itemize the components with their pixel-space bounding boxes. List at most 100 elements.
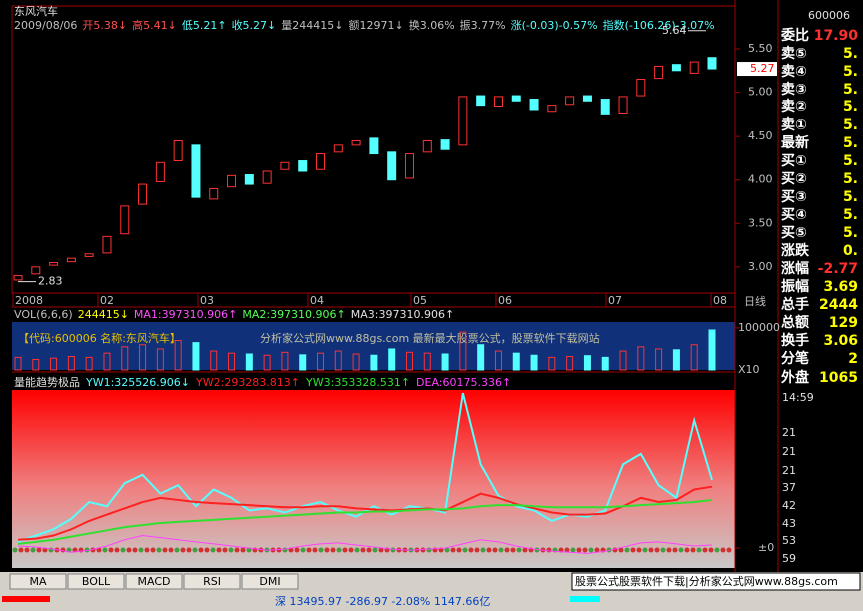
dot-strip (144, 547, 150, 553)
dot-strip (258, 547, 264, 553)
stock-name: 东风汽车 (14, 4, 58, 18)
low-label: 2.83 (38, 275, 63, 288)
tab-label[interactable]: MA (29, 575, 46, 588)
dot-strip (630, 547, 636, 553)
candle (458, 96, 468, 146)
candle (404, 153, 414, 179)
dot-strip (474, 547, 480, 553)
dot-strip (24, 547, 30, 553)
indicator-header: 量能趋势极品 YW1:325526.906↓ YW2:293283.813↑ YW3:… (14, 375, 511, 389)
volume-unit: X10 (738, 363, 760, 376)
indicator-title: 量能趋势极品 (14, 375, 80, 389)
side-label: 卖③ (781, 81, 807, 98)
last-price-box (737, 62, 777, 77)
dot-strip (204, 547, 210, 553)
quote-line: 2009/08/06 开5.38↓ 高5.41↓ 低5.21↑ 收5.27↓ 量24441… (14, 18, 715, 32)
y-tick-label: ±0 (758, 541, 774, 554)
candle (155, 161, 165, 182)
side-value: 2 (848, 351, 858, 367)
dot-strip (210, 547, 216, 553)
quote-item: 振3.77% (460, 18, 506, 32)
volume-bar (530, 354, 538, 371)
volume-bar (637, 346, 645, 371)
dot-strip (654, 547, 660, 553)
volume-bar (370, 354, 378, 371)
quote-item: 额12971↓ (349, 19, 404, 32)
dot-strip (114, 547, 120, 553)
tab[interactable] (241, 573, 299, 590)
side-label: 涨幅 (781, 260, 809, 277)
candle (547, 105, 557, 113)
side-label: 换手 (781, 332, 809, 349)
dot-strip (300, 547, 306, 553)
volume-bar (281, 351, 289, 371)
candle (120, 205, 130, 235)
tab-label[interactable]: BOLL (82, 575, 111, 588)
x-tick-label: 04 (310, 294, 324, 307)
x-tick-label: 05 (413, 294, 427, 307)
watermark: 分析家公式网www.88gs.com 最新最大股票公式，股票软件下载网站 (260, 331, 600, 345)
volume-bar (601, 356, 609, 371)
volume-bar (583, 355, 591, 371)
dot-strip (672, 547, 678, 553)
candle (138, 183, 148, 205)
dot-strip (660, 547, 666, 553)
volume-bar (317, 352, 325, 371)
dot-strip (348, 547, 354, 553)
dot-strip (360, 547, 366, 553)
indicator-line (17, 498, 713, 545)
tab-label[interactable]: RSI (203, 575, 221, 588)
high-label: 5.64 (662, 24, 687, 37)
tick-time: 21 (782, 445, 796, 458)
status-text: 深 13495.97 -286.97 -2.08% 1147.66亿 (275, 595, 490, 608)
dot-strip (216, 547, 222, 553)
tab[interactable] (9, 573, 67, 590)
dot-strip (684, 547, 690, 553)
dot-strip (462, 547, 468, 553)
tick-time: 53 (782, 534, 796, 547)
quote-item: 涨(-0.03)-0.57% (511, 19, 598, 32)
indicator-legend: YW2:293283.813↑ (195, 376, 300, 389)
side-value: 5. (843, 135, 858, 151)
candle (49, 261, 59, 266)
status-indicator (2, 596, 50, 602)
dot-strip (690, 547, 696, 553)
candle (31, 266, 41, 275)
period: 日线 (744, 294, 766, 308)
side-label: 分笔 (781, 350, 809, 367)
dot-strip (678, 547, 684, 553)
dot-strip (378, 547, 384, 553)
volume-bar (210, 350, 218, 371)
tick-time: 59 (782, 552, 796, 565)
tab[interactable] (183, 573, 241, 590)
volume-bar (619, 350, 627, 371)
tab[interactable] (67, 573, 125, 590)
dot-strip (240, 547, 246, 553)
dot-strip (372, 547, 378, 553)
dot-strip (390, 547, 396, 553)
tab-label[interactable]: DMI (259, 575, 280, 588)
side-value: 2444 (819, 297, 858, 313)
tab-label[interactable]: MACD (138, 575, 171, 588)
candle (280, 161, 290, 170)
side-label: 振幅 (781, 278, 809, 295)
dot-strip (330, 547, 336, 553)
dot-strip (504, 547, 510, 553)
side-value: 5. (843, 153, 858, 169)
candle (654, 65, 664, 80)
indicator-line (17, 485, 713, 541)
volume-legend: MA2:397310.906↑ (242, 308, 345, 321)
dot-strip (546, 547, 552, 553)
dot-strip (624, 547, 630, 553)
dot-strip (486, 547, 492, 553)
candle (66, 257, 76, 263)
side-label: 最新 (781, 134, 809, 151)
dot-strip (708, 547, 714, 553)
stock-code: 600006 (808, 9, 850, 22)
candle (636, 78, 646, 97)
quote-item: 高5.41↓ (132, 18, 177, 32)
side-value: 5. (843, 207, 858, 223)
tab[interactable] (125, 573, 183, 590)
dot-strip (294, 547, 300, 553)
